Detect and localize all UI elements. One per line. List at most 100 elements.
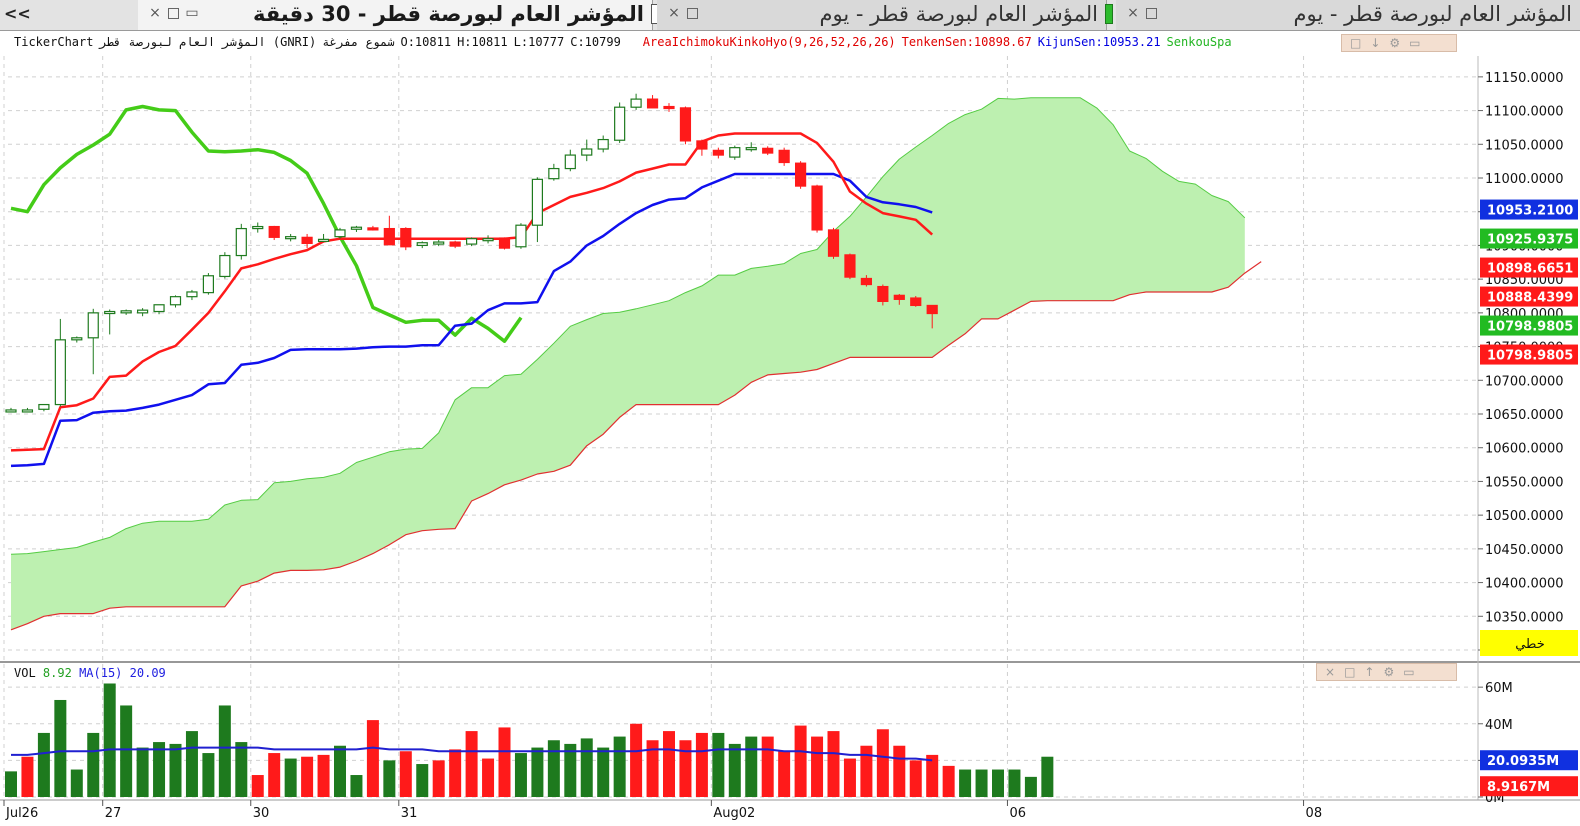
senkou-value: SenkouSpa: [1166, 35, 1232, 49]
volume-bar: [1041, 756, 1054, 797]
settings-icon[interactable]: ⚙: [1383, 665, 1395, 679]
candle-body: [153, 304, 165, 313]
candle: [153, 304, 165, 315]
volume-bar: [712, 732, 725, 797]
volume-bar: [663, 731, 675, 797]
price-tick-label: 10500.0000: [1485, 509, 1564, 524]
volume-bar: [185, 731, 198, 797]
senkou-span-b-line: [10, 261, 1262, 631]
candle-body: [515, 224, 527, 248]
volume-bar: [334, 745, 346, 797]
volume-label: VOL: [14, 666, 36, 680]
candle-body: [630, 98, 642, 108]
volume-bar: [531, 747, 544, 797]
candle: [400, 227, 412, 251]
kijun-sen-line: [10, 172, 933, 468]
volume-bar: [745, 736, 758, 797]
candle-body: [679, 107, 692, 142]
price-tag-text: 10925.9375: [1487, 233, 1573, 248]
settings-icon[interactable]: ⚙: [1389, 36, 1401, 50]
restore-tab-icon[interactable]: [168, 7, 179, 19]
candle: [120, 309, 132, 315]
close-tab-icon[interactable]: ×: [1127, 5, 1139, 21]
volume-bar: [350, 775, 363, 797]
candle-body: [827, 229, 840, 257]
volume-bar: [465, 731, 478, 797]
candle-body: [794, 162, 807, 187]
candle: [350, 225, 363, 232]
pin-tab-icon[interactable]: ▭: [185, 5, 199, 21]
candle: [926, 304, 938, 329]
candle: [844, 253, 856, 280]
volume-bar: [103, 683, 116, 797]
kijun-value: KijunSen:10953.21: [1037, 35, 1161, 49]
restore-tab-icon[interactable]: [1146, 7, 1157, 19]
candle: [268, 225, 280, 241]
move-down-icon[interactable]: ↓: [1370, 36, 1381, 50]
time-tick-label: Jul26: [5, 806, 38, 821]
volume-bar: [646, 740, 659, 797]
chart-info-line: TickerChart المؤشر العام لبورصة قطر (GNRI…: [14, 35, 1238, 51]
volume-bar: [860, 745, 873, 797]
candle: [54, 318, 66, 407]
candle-body: [778, 149, 790, 164]
candle-body: [5, 409, 17, 413]
legend-text: خطي: [1515, 637, 1545, 652]
candle-body: [120, 310, 132, 314]
tab-chart-daily-1[interactable]: × المؤشر العام لبورصة قطر - يوم: [657, 0, 1113, 30]
candle: [202, 273, 214, 295]
price-tick-label: 10450.0000: [1485, 543, 1564, 558]
time-tick-label: 06: [1009, 806, 1026, 821]
time-tick-label: 08: [1306, 806, 1323, 821]
more-options-icon[interactable]: ▭: [1403, 665, 1415, 679]
volume-bar: [21, 756, 34, 797]
candle-body: [202, 275, 214, 294]
volume-bar: [564, 743, 577, 797]
close-panel-icon[interactable]: ×: [1325, 665, 1336, 679]
volume-bar: [794, 725, 807, 797]
candle-body: [137, 309, 149, 314]
volume-tick-label: 60M: [1485, 681, 1513, 696]
price-tag-price: 10798.9805: [1480, 344, 1578, 365]
symbol-label: المؤشر العام لبورصة قطر (GNRI): [99, 35, 317, 49]
candle: [104, 309, 116, 335]
candle-body: [646, 98, 659, 109]
maximize-panel-icon[interactable]: □: [1350, 36, 1362, 50]
candle: [71, 336, 83, 343]
candle: [334, 227, 346, 239]
move-up-icon[interactable]: ↑: [1364, 665, 1375, 679]
candle-body: [317, 238, 330, 242]
candle: [367, 225, 379, 231]
candle: [219, 252, 231, 279]
candle: [515, 223, 527, 249]
candle: [548, 163, 560, 181]
close-tab-icon[interactable]: ×: [149, 5, 161, 21]
high-value: H:10811: [457, 35, 508, 49]
drawing-mode-legend: خطي: [1480, 630, 1578, 656]
legend-bg: [1480, 630, 1578, 656]
collapse-panel-button[interactable]: <<: [4, 4, 31, 23]
candle: [893, 293, 905, 305]
restore-tab-icon[interactable]: [687, 7, 698, 19]
more-options-icon[interactable]: ▭: [1409, 36, 1421, 50]
volume-bar: [37, 732, 50, 797]
candle: [646, 95, 659, 109]
candle-body: [71, 337, 83, 341]
tab-chart-30min[interactable]: × ▭ المؤشر العام لبورصة قطر - 30 دقيقة: [138, 0, 659, 30]
candle-body: [696, 140, 708, 150]
close-tab-icon[interactable]: ×: [668, 5, 680, 21]
candle: [498, 237, 511, 250]
volume-bar: [975, 769, 988, 797]
candle-body: [712, 149, 724, 156]
price-panel-tools: □ ↓ ⚙ ▭: [1341, 34, 1457, 52]
time-tick-label: 30: [253, 806, 270, 821]
volume-bar: [301, 756, 314, 797]
volume-bar: [679, 740, 692, 797]
tab-chart-daily-2[interactable]: × المؤشر العام لبورصة قطر - يوم: [1116, 0, 1580, 30]
maximize-panel-icon[interactable]: □: [1344, 665, 1356, 679]
volume-bar: [547, 740, 560, 797]
candle-body: [38, 403, 50, 410]
time-tick-label: Aug02: [713, 806, 755, 821]
volume-bar: [383, 760, 396, 797]
